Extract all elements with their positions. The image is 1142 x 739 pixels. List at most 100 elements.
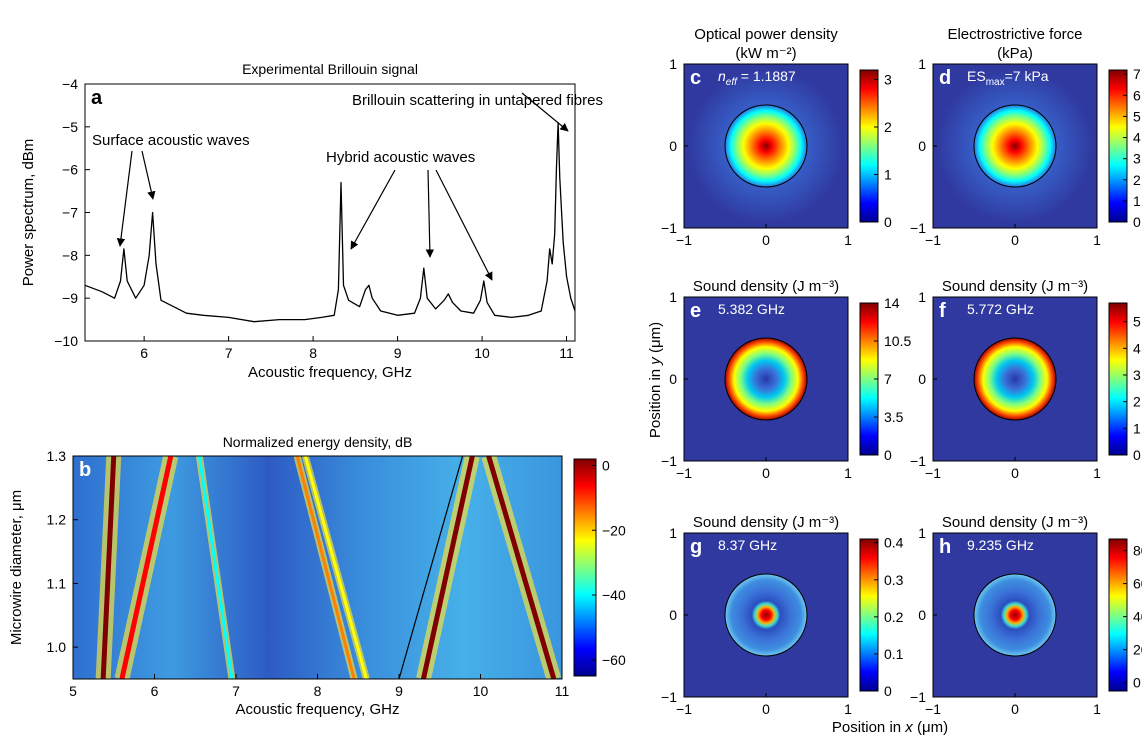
annotation-arrow: [116, 150, 133, 247]
y-tick-label: −5: [62, 119, 78, 135]
colorbar-tick-label: 2: [884, 119, 892, 135]
x-tick-label: 11: [559, 345, 574, 361]
colorbar-tick-label: 0.4: [884, 535, 904, 551]
y-tick-label: −10: [54, 333, 78, 349]
colorbar-tick-label: 20: [1133, 642, 1142, 658]
mode-curve: [421, 456, 475, 679]
shared-y-axis-label-suffix: (μm): [647, 322, 664, 357]
y-tick-label: 1: [669, 289, 677, 305]
y-tick-label: −1: [910, 689, 926, 705]
profile-disc: [724, 573, 808, 657]
x-tick-label: 9: [395, 683, 403, 699]
y-tick-label: −4: [62, 76, 78, 92]
inset-label-main: 9.235 GHz: [967, 537, 1034, 553]
inset-label-g: 8.37 GHz: [718, 537, 777, 553]
x-tick-label: 0: [762, 701, 770, 717]
y-tick-label: 1: [918, 525, 926, 541]
colorbar-tick-label: 0: [884, 447, 892, 463]
mode-curve: [197, 456, 234, 679]
x-tick-label: 1: [844, 465, 852, 481]
mode-curve: [295, 456, 356, 679]
profile-disc: [724, 104, 808, 188]
colorbar-tick-label: 80: [1133, 543, 1142, 559]
profile-disc: [724, 337, 808, 421]
x-tick-label: −1: [925, 465, 941, 481]
y-tick-label: 0: [669, 371, 677, 387]
colorbar-tick-label: 1: [1133, 420, 1141, 436]
annotation-hybrid: Hybrid acoustic waves: [326, 149, 475, 166]
colorbar-tick-label: 60: [1133, 576, 1142, 592]
x-tick-label: −1: [676, 232, 692, 248]
x-tick-label: −1: [925, 232, 941, 248]
colorbar-tick-label: 40: [1133, 609, 1142, 625]
chart-title-e: Sound density (J m⁻³): [693, 278, 839, 295]
inset-label-main: ES: [967, 68, 986, 84]
profile-disc: [973, 104, 1057, 188]
colorbar-tick-label: 2: [1133, 172, 1141, 188]
y-tick-label: −9: [62, 290, 78, 306]
inset-label-sub: eff: [726, 77, 738, 88]
profile-disc: [973, 337, 1057, 421]
y-tick-label: −6: [62, 162, 78, 178]
x-tick-label: −1: [925, 701, 941, 717]
colorbar-tick-label: 0: [1133, 214, 1141, 230]
y-tick-label: 1.3: [47, 448, 67, 464]
panel-letter-g: g: [690, 536, 702, 558]
colorbar-tick-label: 7: [884, 371, 892, 387]
y-axis-label-a: Power spectrum, dBm: [20, 139, 37, 287]
colorbar-tick-label: 0.1: [884, 646, 904, 662]
colorbar-tick-label: 1: [884, 167, 892, 183]
colorbar-tick-label: 0: [602, 457, 610, 473]
mode-curve: [100, 456, 117, 679]
y-tick-label: 1: [669, 525, 677, 541]
colorbar-tick-label: 6: [1133, 87, 1141, 103]
x-tick-label: 0: [1011, 232, 1019, 248]
x-tick-label: 1: [1093, 232, 1101, 248]
x-tick-label: 11: [555, 683, 570, 699]
panel-letter-d: d: [939, 67, 951, 89]
inset-label-d: ESmax=7 kPa: [967, 68, 1049, 88]
colorbar-tick-label: 1: [1133, 193, 1141, 209]
colorbar-tick-label: 3.5: [884, 409, 904, 425]
inset-label-rest: =7 kPa: [1005, 68, 1049, 84]
y-tick-label: −1: [661, 689, 677, 705]
inset-label-e: 5.382 GHz: [718, 301, 785, 317]
colorbar-tick-label: 0: [884, 683, 892, 699]
colorbar-tick-label: 5: [1133, 314, 1141, 330]
colorbar-tick-label: 10.5: [884, 333, 911, 349]
panel-letter-e: e: [690, 300, 701, 322]
x-axis-label-a: Acoustic frequency, GHz: [248, 364, 412, 381]
inset-label-main: 5.382 GHz: [718, 301, 785, 317]
x-tick-label: 1: [1093, 701, 1101, 717]
colorbar-tick-label: 4: [1133, 130, 1141, 146]
inset-label-h: 9.235 GHz: [967, 537, 1034, 553]
x-tick-label: 5: [69, 683, 77, 699]
y-tick-label: 0: [918, 607, 926, 623]
colorbar-h: [1108, 538, 1128, 692]
x-tick-label: −1: [676, 465, 692, 481]
annotation-arrow: [141, 150, 156, 200]
colorbar-tick-label: 7: [1133, 66, 1141, 82]
mode-curve: [486, 456, 557, 679]
chart-title-b: Normalized energy density, dB: [223, 434, 413, 450]
colorbar-g: [859, 538, 879, 692]
y-tick-label: 1.2: [47, 512, 67, 528]
colorbar-tick-label: −20: [602, 522, 626, 538]
y-tick-label: 1.0: [47, 639, 67, 655]
chart-b: Normalized energy density, dB 5 6 7 8 9 10 11 1.…: [8, 434, 626, 718]
y-tick-label: 0: [669, 607, 677, 623]
colorbar-tick-label: 3: [884, 72, 892, 88]
colorbar-c: [859, 69, 879, 223]
shared-x-axis-label-var: x: [904, 719, 913, 736]
annotation-arrow: [435, 169, 493, 281]
inset-label-main: 8.37 GHz: [718, 537, 777, 553]
colorbar-tick-label: 0: [884, 214, 892, 230]
inset-label-rest: = 1.1887: [737, 68, 796, 84]
chart-title-d: (kPa): [997, 45, 1033, 62]
data-line-a: [84, 121, 576, 323]
colorbar-tick-label: 3: [1133, 367, 1141, 383]
y-tick-label: −1: [661, 220, 677, 236]
